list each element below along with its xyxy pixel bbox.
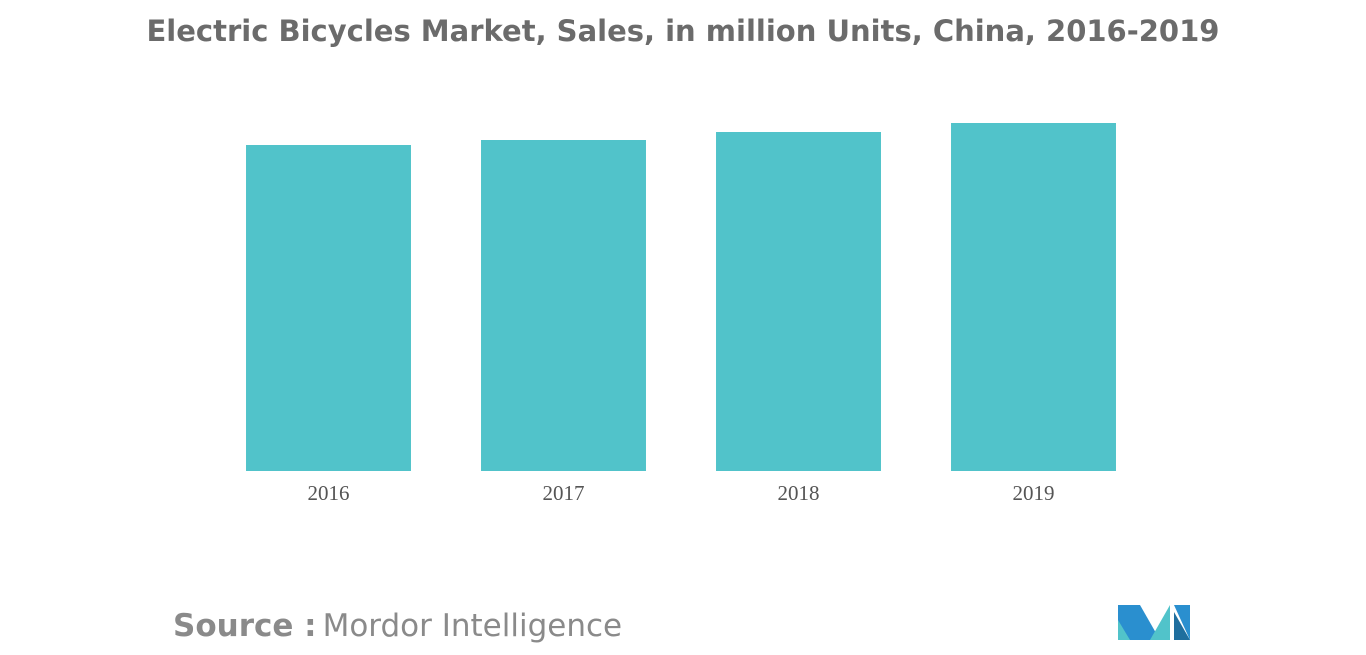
source-text: Mordor Intelligence (323, 608, 623, 644)
chart-title: Electric Bicycles Market, Sales, in mill… (147, 14, 1220, 48)
source-label: Source : (173, 608, 317, 644)
x-tick-label: 2019 (1013, 481, 1055, 505)
logo (1118, 605, 1190, 640)
bar (246, 145, 411, 471)
x-tick-label: 2016 (308, 481, 350, 505)
x-tick-label: 2018 (778, 481, 820, 505)
source: Source : Mordor Intelligence (173, 608, 622, 644)
x-tick-label: 2017 (543, 481, 585, 505)
bar (716, 132, 881, 471)
bar (951, 123, 1116, 471)
bar (481, 140, 646, 471)
